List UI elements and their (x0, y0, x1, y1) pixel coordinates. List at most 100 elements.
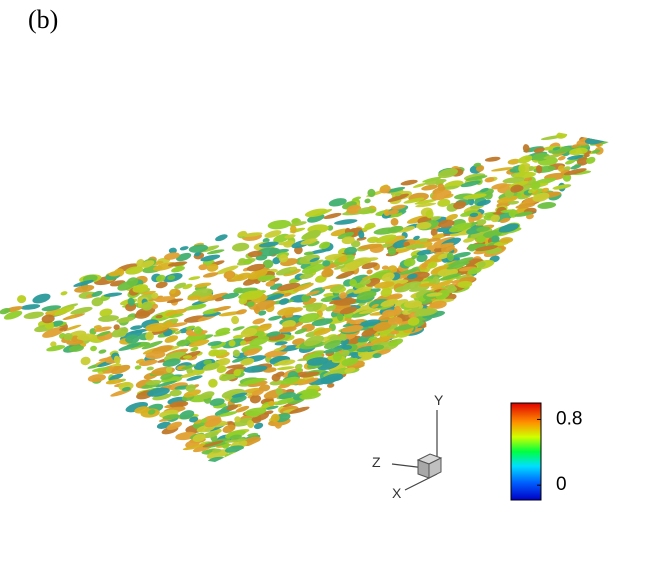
blob (340, 332, 347, 341)
blob (202, 362, 220, 371)
blob (244, 407, 267, 417)
blob (310, 259, 324, 266)
blob (435, 289, 450, 300)
blob (320, 373, 343, 383)
blob (269, 380, 285, 386)
blob (433, 236, 455, 247)
blob (262, 259, 274, 269)
blob (328, 198, 347, 207)
blob (398, 268, 419, 275)
blob (188, 244, 209, 253)
blob (499, 237, 514, 244)
blob (243, 258, 253, 265)
blob (571, 144, 580, 148)
blob (370, 344, 385, 351)
blob (416, 222, 432, 230)
blob (394, 324, 416, 331)
blob (325, 305, 336, 312)
blob (247, 250, 263, 258)
blob (199, 391, 215, 400)
blob (185, 325, 196, 330)
blob (207, 464, 218, 470)
blob (552, 146, 561, 151)
blob (140, 290, 156, 295)
blob (202, 431, 219, 439)
blob (304, 351, 324, 360)
blob (98, 357, 113, 362)
blob (303, 229, 321, 241)
blob (247, 380, 268, 388)
blob (476, 226, 491, 232)
blob (136, 285, 147, 291)
blob (562, 173, 572, 182)
blob (192, 433, 206, 443)
blob (206, 449, 229, 460)
blob (291, 218, 300, 223)
blob (210, 341, 227, 349)
blob (412, 183, 427, 188)
blob (416, 254, 428, 263)
blob (388, 293, 403, 300)
blob (453, 200, 467, 210)
blob (255, 324, 272, 333)
blob (437, 168, 459, 179)
blob (103, 292, 123, 297)
blob (323, 347, 343, 354)
blob (165, 308, 188, 317)
blob (407, 273, 418, 280)
blob (351, 353, 359, 358)
blob (16, 295, 27, 304)
blob (23, 311, 44, 319)
blob (3, 310, 23, 320)
blob (242, 378, 265, 385)
blob (301, 263, 326, 274)
blob (246, 263, 266, 272)
blob (476, 165, 485, 172)
blob (341, 325, 364, 333)
blob (240, 340, 247, 346)
blob (155, 274, 166, 282)
blob (118, 342, 141, 351)
blob (476, 199, 491, 207)
blob (557, 165, 565, 172)
blob (251, 389, 264, 396)
blob (70, 306, 93, 315)
blob (91, 297, 104, 307)
blob (387, 225, 404, 233)
blob (146, 387, 170, 397)
triad-label: Z (372, 454, 381, 470)
blob (246, 301, 255, 308)
blob (390, 218, 399, 226)
blob (421, 263, 428, 268)
blob (563, 166, 571, 171)
blob (384, 235, 406, 245)
blob (99, 308, 113, 317)
blob (226, 404, 238, 411)
blob (82, 274, 98, 283)
blob (357, 357, 372, 362)
blob (309, 257, 320, 263)
blob (73, 279, 94, 287)
blob (408, 285, 430, 292)
blob (243, 348, 261, 356)
blob (397, 226, 416, 233)
blob (98, 349, 107, 354)
blob (208, 349, 220, 357)
blob (223, 438, 248, 443)
blob (426, 292, 443, 297)
blob (340, 261, 362, 273)
blob (166, 421, 183, 431)
blob (500, 209, 516, 213)
blob (228, 340, 236, 347)
blob (329, 284, 345, 292)
blob (434, 242, 454, 249)
blob (386, 209, 400, 215)
blob (537, 202, 557, 209)
blob (127, 297, 135, 306)
blob (91, 290, 103, 297)
blob (0, 308, 11, 315)
blob (126, 277, 139, 287)
blob (231, 357, 245, 363)
blob (190, 346, 199, 352)
